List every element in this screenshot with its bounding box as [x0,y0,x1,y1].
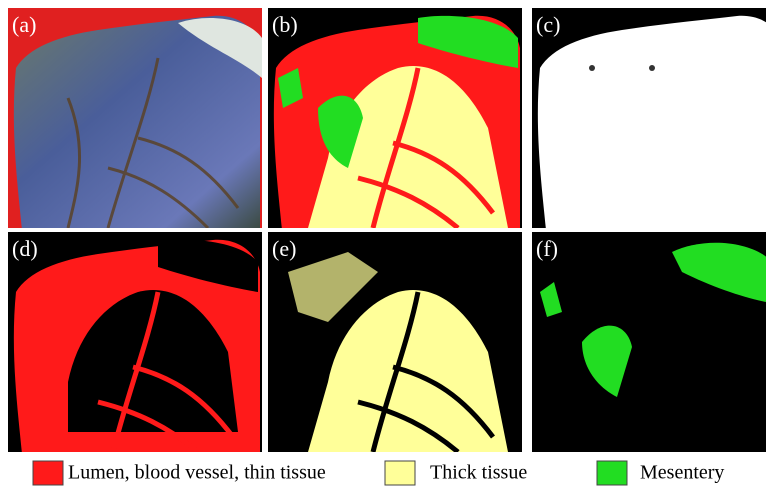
legend-swatch [33,461,63,485]
panel-a [8,8,262,230]
panel-label: (f) [536,236,558,261]
figure: (a) (b) (c) (d) (e) (f) Lumen, blood vessel, … [0,0,766,486]
legend-label: Lumen, blood vessel, thin tissue [68,462,326,484]
panel-label: (e) [272,236,296,261]
panel-d [8,232,262,454]
legend-label: Thick tissue [430,462,527,484]
panel-label: (b) [272,12,298,37]
panel-f [532,232,766,452]
panel-e [268,232,522,452]
panel-label: (c) [536,12,560,37]
panel-label: (d) [12,236,38,261]
panel-b [268,8,522,230]
panel-label: (a) [12,12,36,37]
legend-swatch [597,461,627,485]
legend-label: Mesentery [640,462,724,484]
panel-c [532,8,766,230]
legend-swatch [385,461,415,485]
